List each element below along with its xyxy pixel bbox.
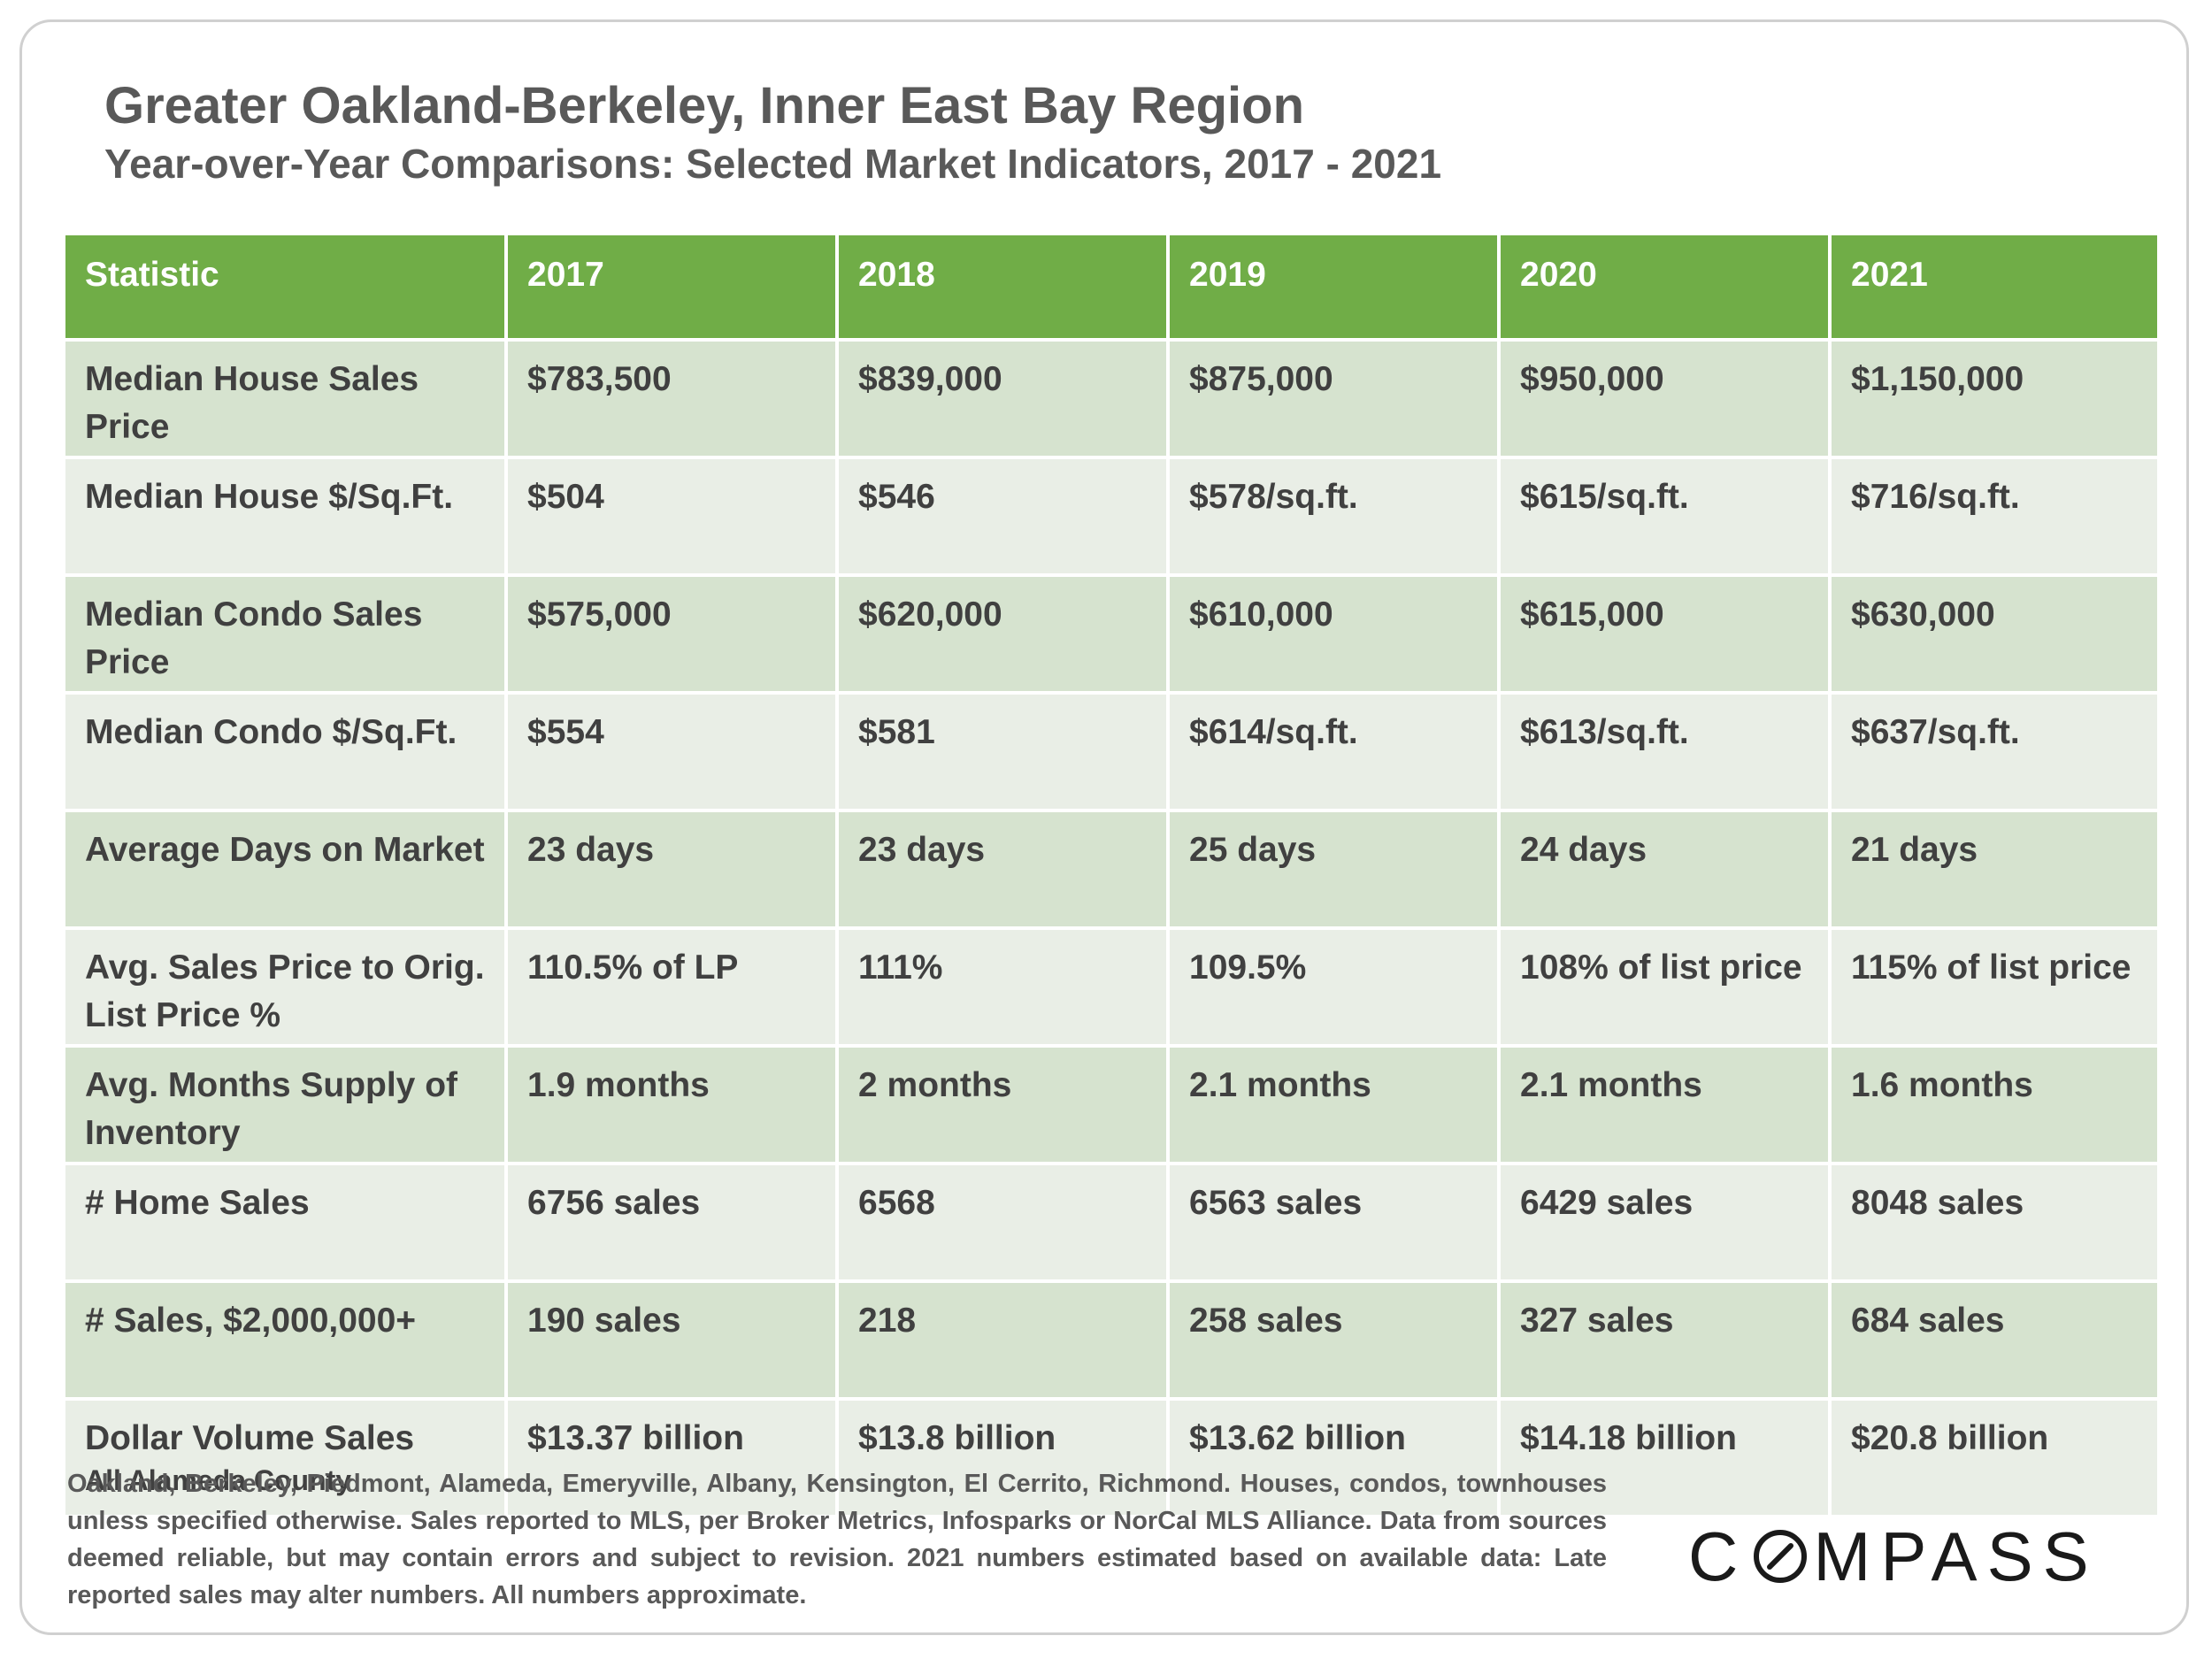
table-cell: 23 days [835,809,1170,930]
row-label: Median Condo Sales Price [62,573,508,695]
table-cell: 115% of list price [1828,926,2161,1048]
table-row: Average Days on Market 23 days 23 days 25 d… [62,809,2161,930]
table-cell: 8048 sales [1828,1162,2161,1283]
table-cell: 23 days [504,809,839,930]
table-cell: 111% [835,926,1170,1048]
market-indicators-table: Statistic 2017 2018 2019 2020 2021 Median Hou… [62,232,2161,1518]
table-cell: $614/sq.ft. [1166,691,1501,812]
row-label: Avg. Sales Price to Orig. List Price % [62,926,508,1048]
row-label: Average Days on Market [62,809,508,930]
table-body: Median House Sales Price $783,500 $839,000… [62,338,2161,1518]
table-cell: 6568 [835,1162,1170,1283]
row-label: Avg. Months Supply of Inventory [62,1044,508,1165]
table-cell: 1.6 months [1828,1044,2161,1165]
table-cell: 6756 sales [504,1162,839,1283]
table-cell: 21 days [1828,809,2161,930]
table-cell: $950,000 [1497,338,1832,459]
table-cell: $613/sq.ft. [1497,691,1832,812]
table-row: Median House $/Sq.Ft. $504 $546 $578/sq.ft.… [62,456,2161,577]
column-header-statistic: Statistic [62,232,508,342]
compass-o-icon [1754,1530,1808,1583]
table-cell: $716/sq.ft. [1828,456,2161,577]
table-row: Dollar Volume Sales All Alameda County $13… [62,1397,2161,1518]
table-cell: 2.1 months [1497,1044,1832,1165]
row-label: # Home Sales [62,1162,508,1283]
row-label-text: # Home Sales [85,1184,310,1222]
table-cell: $20.8 billion [1828,1397,2161,1518]
table-cell: $581 [835,691,1170,812]
row-label-text: Median Condo $/Sq.Ft. [85,713,457,751]
row-label-text: Dollar Volume Sales [85,1419,415,1457]
row-label-text: Average Days on Market [85,831,485,869]
row-label: Median Condo $/Sq.Ft. [62,691,508,812]
row-label: Dollar Volume Sales All Alameda County [62,1397,508,1518]
page-title: Greater Oakland-Berkeley, Inner East Bay… [104,77,1305,134]
row-label-text: Avg. Sales Price to Orig. List Price % [85,949,485,1034]
row-sublabel: All Alameda County [85,1464,352,1496]
logo-letter-c: C [1688,1517,1748,1595]
table-cell: $610,000 [1166,573,1501,695]
table-row: Median Condo Sales Price $575,000 $620,000… [62,573,2161,695]
row-label-text: # Sales, $2,000,000+ [85,1302,417,1340]
table-cell: 2.1 months [1166,1044,1501,1165]
table-cell: $504 [504,456,839,577]
column-header-2020: 2020 [1497,232,1832,342]
table-cell: $637/sq.ft. [1828,691,2161,812]
table-cell: 6563 sales [1166,1162,1501,1283]
row-label: Median House $/Sq.Ft. [62,456,508,577]
table-cell: 110.5% of LP [504,926,839,1048]
table-cell: 2 months [835,1044,1170,1165]
table-cell: 25 days [1166,809,1501,930]
table-cell: $14.18 billion [1497,1397,1832,1518]
table-cell: $783,500 [504,338,839,459]
table-cell: 258 sales [1166,1279,1501,1401]
table-cell: $630,000 [1828,573,2161,695]
table-cell: $839,000 [835,338,1170,459]
table-cell: 24 days [1497,809,1832,930]
row-label-text: Median House $/Sq.Ft. [85,478,454,516]
compass-logo: C MPASS [1688,1517,2099,1596]
table-cell: 218 [835,1279,1170,1401]
table-cell: 684 sales [1828,1279,2161,1401]
table-cell: 108% of list price [1497,926,1832,1048]
table-cell: $546 [835,456,1170,577]
table-row: # Sales, $2,000,000+ 190 sales 218 258 sale… [62,1279,2161,1401]
table-header-row: Statistic 2017 2018 2019 2020 2021 [62,232,2161,342]
table-cell: $575,000 [504,573,839,695]
table-row: Avg. Sales Price to Orig. List Price % 11… [62,926,2161,1048]
table-row: Avg. Months Supply of Inventory 1.9 month… [62,1044,2161,1165]
table-cell: $620,000 [835,573,1170,695]
column-header-2021: 2021 [1828,232,2161,342]
table-cell: $13.62 billion [1166,1397,1501,1518]
row-label-text: Avg. Months Supply of Inventory [85,1066,458,1152]
table-cell: $13.37 billion [504,1397,839,1518]
table-row: Median House Sales Price $783,500 $839,000… [62,338,2161,459]
column-header-2019: 2019 [1166,232,1501,342]
column-header-2017: 2017 [504,232,839,342]
table-cell: 190 sales [504,1279,839,1401]
table-cell: 6429 sales [1497,1162,1832,1283]
table-cell: $615,000 [1497,573,1832,695]
table-cell: $615/sq.ft. [1497,456,1832,577]
row-label-text: Median House Sales Price [85,360,419,446]
row-label: # Sales, $2,000,000+ [62,1279,508,1401]
table-cell: $13.8 billion [835,1397,1170,1518]
table-cell: $875,000 [1166,338,1501,459]
logo-letters-mpass: MPASS [1813,1517,2099,1595]
table-cell: $554 [504,691,839,812]
table-cell: 109.5% [1166,926,1501,1048]
page-subtitle: Year-over-Year Comparisons: Selected Mar… [104,141,1442,187]
row-label-text: Median Condo Sales Price [85,595,423,681]
table-row: # Home Sales 6756 sales 6568 6563 sales 6429… [62,1162,2161,1283]
footnote: Oakland, Berkeley, Piedmont, Alameda, Em… [67,1470,1607,1609]
row-label: Median House Sales Price [62,338,508,459]
table-cell: 327 sales [1497,1279,1832,1401]
table-row: Median Condo $/Sq.Ft. $554 $581 $614/sq.ft.… [62,691,2161,812]
table-cell: $578/sq.ft. [1166,456,1501,577]
table-cell: $1,150,000 [1828,338,2161,459]
column-header-2018: 2018 [835,232,1170,342]
table-cell: 1.9 months [504,1044,839,1165]
